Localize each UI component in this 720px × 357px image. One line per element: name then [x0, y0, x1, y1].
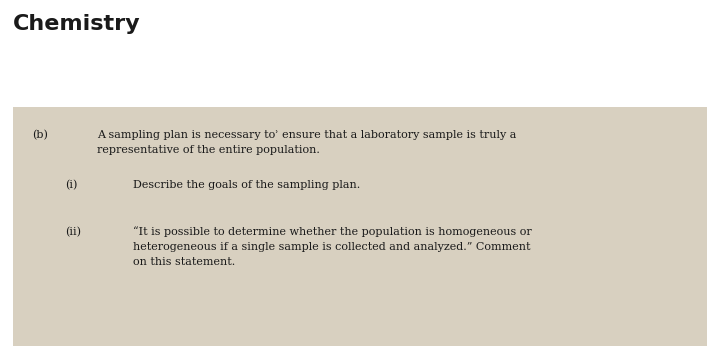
Text: Chemistry: Chemistry: [13, 14, 140, 34]
Text: (i): (i): [65, 180, 77, 191]
Text: (b): (b): [32, 130, 48, 141]
FancyBboxPatch shape: [13, 107, 707, 346]
Text: “It is possible to determine whether the population is homogeneous or
heterogene: “It is possible to determine whether the…: [133, 227, 532, 267]
Text: Describe the goals of the sampling plan.: Describe the goals of the sampling plan.: [133, 180, 361, 190]
Text: A sampling plan is necessary toʾ ensure that a laboratory sample is truly a
repr: A sampling plan is necessary toʾ ensure …: [97, 130, 516, 155]
Text: (ii): (ii): [65, 227, 81, 237]
